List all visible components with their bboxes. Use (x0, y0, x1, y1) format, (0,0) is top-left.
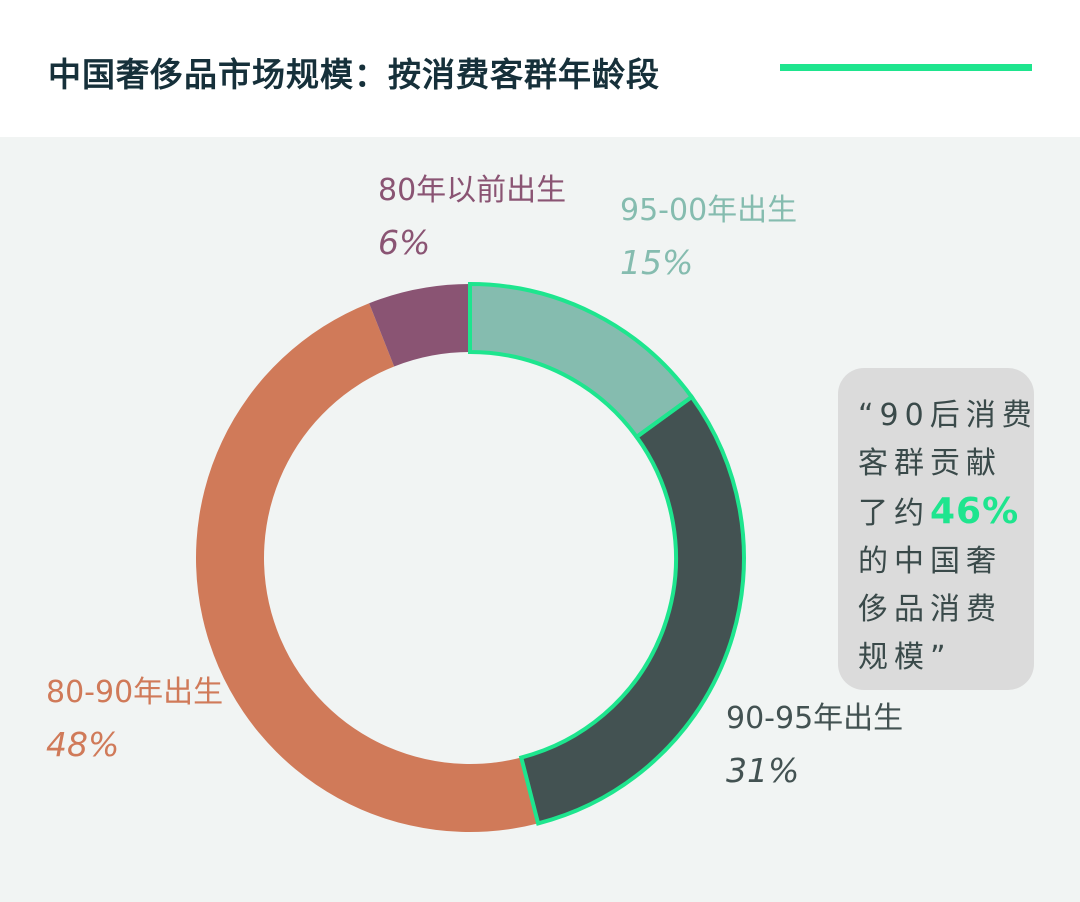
label-95-00-value: 15% (620, 243, 694, 282)
label-before-80-category: 80年以前出生 (378, 173, 567, 208)
accent-line (780, 64, 1032, 71)
label-90-95: 90-95年出生 31% (726, 701, 903, 791)
callout-line-1: “90后消费 (858, 398, 1038, 433)
slice-before-80 (369, 284, 470, 367)
label-95-00: 95-00年出生 15% (620, 193, 797, 283)
callout-line-5: 侈品消费 (858, 592, 1002, 627)
label-before-80-value: 6% (378, 223, 431, 262)
callout-line-6: 规模” (858, 640, 952, 675)
label-90-95-category: 90-95年出生 (726, 701, 904, 736)
label-before-80: 80年以前出生 6% (378, 173, 566, 263)
callout-box: “90后消费 客群贡献 了约46% 的中国奢 侈品消费 规模” (838, 368, 1034, 690)
label-80-90: 80-90年出生 48% (46, 675, 223, 765)
label-80-90-category: 80-90年出生 (46, 675, 224, 710)
slice-80-90 (195, 303, 539, 833)
callout-line-2: 客群贡献 (858, 446, 1002, 481)
slice-95-00 (470, 284, 692, 437)
callout-line-3: 了约46% (858, 488, 1034, 538)
donut-chart (195, 281, 746, 833)
chart-title: 中国奢侈品市场规模：按消费客群年龄段 (48, 55, 660, 94)
label-90-95-value: 31% (726, 751, 800, 790)
header: 中国奢侈品市场规模：按消费客群年龄段 (0, 0, 1080, 137)
callout-line-4: 的中国奢 (858, 544, 1002, 579)
callout-highlight: 46% (930, 491, 1020, 532)
label-80-90-value: 48% (46, 725, 120, 764)
label-95-00-category: 95-00年出生 (620, 193, 798, 228)
highlight-outline-slice-90-95 (518, 394, 746, 826)
callout-line-3-text: 了约 (858, 496, 930, 531)
slice-90-95 (521, 396, 744, 824)
